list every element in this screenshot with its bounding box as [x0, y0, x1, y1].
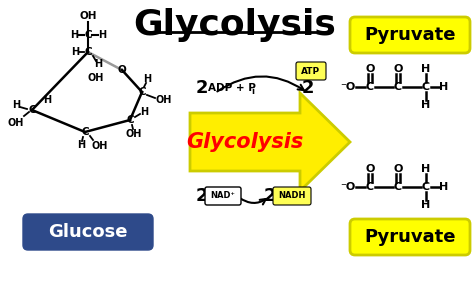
FancyBboxPatch shape	[296, 62, 326, 80]
Text: OH: OH	[88, 73, 104, 83]
Text: OH: OH	[126, 129, 142, 139]
Text: NAD⁺: NAD⁺	[210, 191, 236, 200]
Text: H: H	[98, 30, 106, 40]
Text: C: C	[28, 105, 36, 115]
Text: C: C	[394, 82, 402, 92]
FancyBboxPatch shape	[205, 187, 241, 205]
FancyBboxPatch shape	[23, 214, 153, 250]
Text: 2: 2	[196, 187, 209, 205]
Text: H: H	[94, 59, 102, 69]
Text: C: C	[422, 182, 430, 192]
Text: C: C	[84, 47, 92, 57]
Text: OH: OH	[92, 141, 108, 151]
Text: Glucose: Glucose	[48, 223, 128, 241]
Text: ⁻O: ⁻O	[340, 82, 356, 92]
Text: H: H	[421, 100, 430, 110]
Text: H: H	[439, 82, 448, 92]
Text: H: H	[421, 64, 430, 74]
Text: C: C	[366, 82, 374, 92]
Text: C: C	[81, 127, 89, 137]
Text: Pyruvate: Pyruvate	[364, 26, 456, 44]
Text: NADH: NADH	[278, 191, 306, 200]
Text: H: H	[77, 140, 85, 150]
Text: O: O	[118, 65, 127, 75]
Text: OH: OH	[8, 118, 24, 128]
Text: 2: 2	[196, 79, 209, 97]
FancyBboxPatch shape	[273, 187, 311, 205]
Text: Glycolysis: Glycolysis	[134, 8, 337, 42]
Text: C: C	[394, 182, 402, 192]
FancyBboxPatch shape	[350, 219, 470, 255]
Text: 2: 2	[302, 79, 315, 97]
Text: C: C	[138, 87, 146, 97]
Text: H: H	[143, 74, 151, 84]
Text: C: C	[422, 82, 430, 92]
Text: OH: OH	[79, 11, 97, 21]
Text: H: H	[421, 164, 430, 174]
Text: H: H	[71, 47, 79, 57]
Text: 2: 2	[264, 187, 276, 205]
Text: ATP: ATP	[301, 67, 320, 76]
Text: H: H	[421, 200, 430, 210]
Text: ADP + P: ADP + P	[208, 83, 256, 93]
Text: Glycolysis: Glycolysis	[186, 132, 304, 152]
Text: H: H	[12, 100, 20, 110]
Text: O: O	[365, 64, 374, 74]
Text: H: H	[140, 107, 148, 117]
Text: i: i	[251, 86, 254, 95]
Text: C: C	[84, 30, 92, 40]
Text: O: O	[393, 164, 403, 174]
Text: C: C	[366, 182, 374, 192]
Text: H: H	[439, 182, 448, 192]
Text: Pyruvate: Pyruvate	[364, 228, 456, 246]
FancyBboxPatch shape	[350, 17, 470, 53]
Text: C: C	[126, 115, 134, 125]
Text: ⁻O: ⁻O	[340, 182, 356, 192]
Text: O: O	[393, 64, 403, 74]
Polygon shape	[190, 93, 350, 191]
Text: H: H	[43, 95, 51, 105]
Text: OH: OH	[156, 95, 172, 105]
Text: O: O	[365, 164, 374, 174]
Text: H: H	[70, 30, 78, 40]
